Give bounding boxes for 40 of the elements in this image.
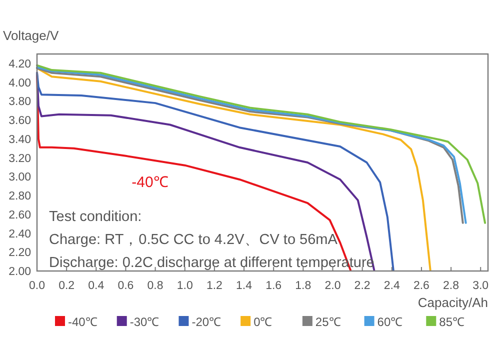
x-tick-label: 1.8 [295,280,312,292]
x-tick-label: 1.4 [236,280,253,292]
y-tick-label: 3.60 [8,115,31,128]
y-tick-label: 4.00 [8,77,31,90]
x-tick-label: 0.2 [58,280,75,292]
y-tick-label: 2.00 [8,266,31,278]
y-tick-label: 3.20 [8,152,31,165]
x-tick-label: 1.6 [266,280,282,292]
x-tick-label: 1.2 [206,280,222,292]
legend-label: -20℃ [192,315,222,329]
x-tick-label: 0.8 [147,280,164,292]
x-tick-label: 2.4 [384,280,400,292]
x-tick-label: 0.6 [118,280,134,292]
x-tick-label: 2.8 [443,280,460,292]
legend-label: -40℃ [68,315,98,329]
y-tick-label: 2.40 [8,228,31,240]
annotation: Charge: RT，0.5C CC to 4.2V、CV to 56mA [49,232,338,248]
y-axis-title: Voltage/V [3,28,59,43]
y-tick-label: 4.20 [8,58,31,70]
x-tick-label: 3.0 [472,280,489,292]
y-tick-label: 3.40 [8,134,31,146]
x-tick-label: 2.0 [324,280,341,292]
legend-label: -30℃ [130,315,160,329]
legend-label: 0℃ [254,315,272,329]
x-tick-label: 0.0 [29,280,45,292]
x-tick-label: 0.4 [88,280,105,292]
legend-label: 60℃ [377,315,403,329]
x-axis-title: Capacity/Ah [418,295,488,310]
x-tick-label: 2.2 [354,280,370,292]
annotation: Test condition: [49,209,142,225]
legend-label: 85℃ [439,315,464,329]
y-tick-label: 2.20 [8,247,31,260]
x-tick-label: 1.0 [176,280,193,292]
y-tick-label: 2.60 [8,209,31,222]
y-tick-label: 2.80 [8,190,31,203]
y-tick-label: 3.00 [8,172,31,184]
legend-label: 25℃ [315,315,341,329]
x-tick-label: 2.6 [413,280,430,292]
y-tick-label: 3.80 [8,96,31,108]
annotation: -40℃ [132,174,168,191]
